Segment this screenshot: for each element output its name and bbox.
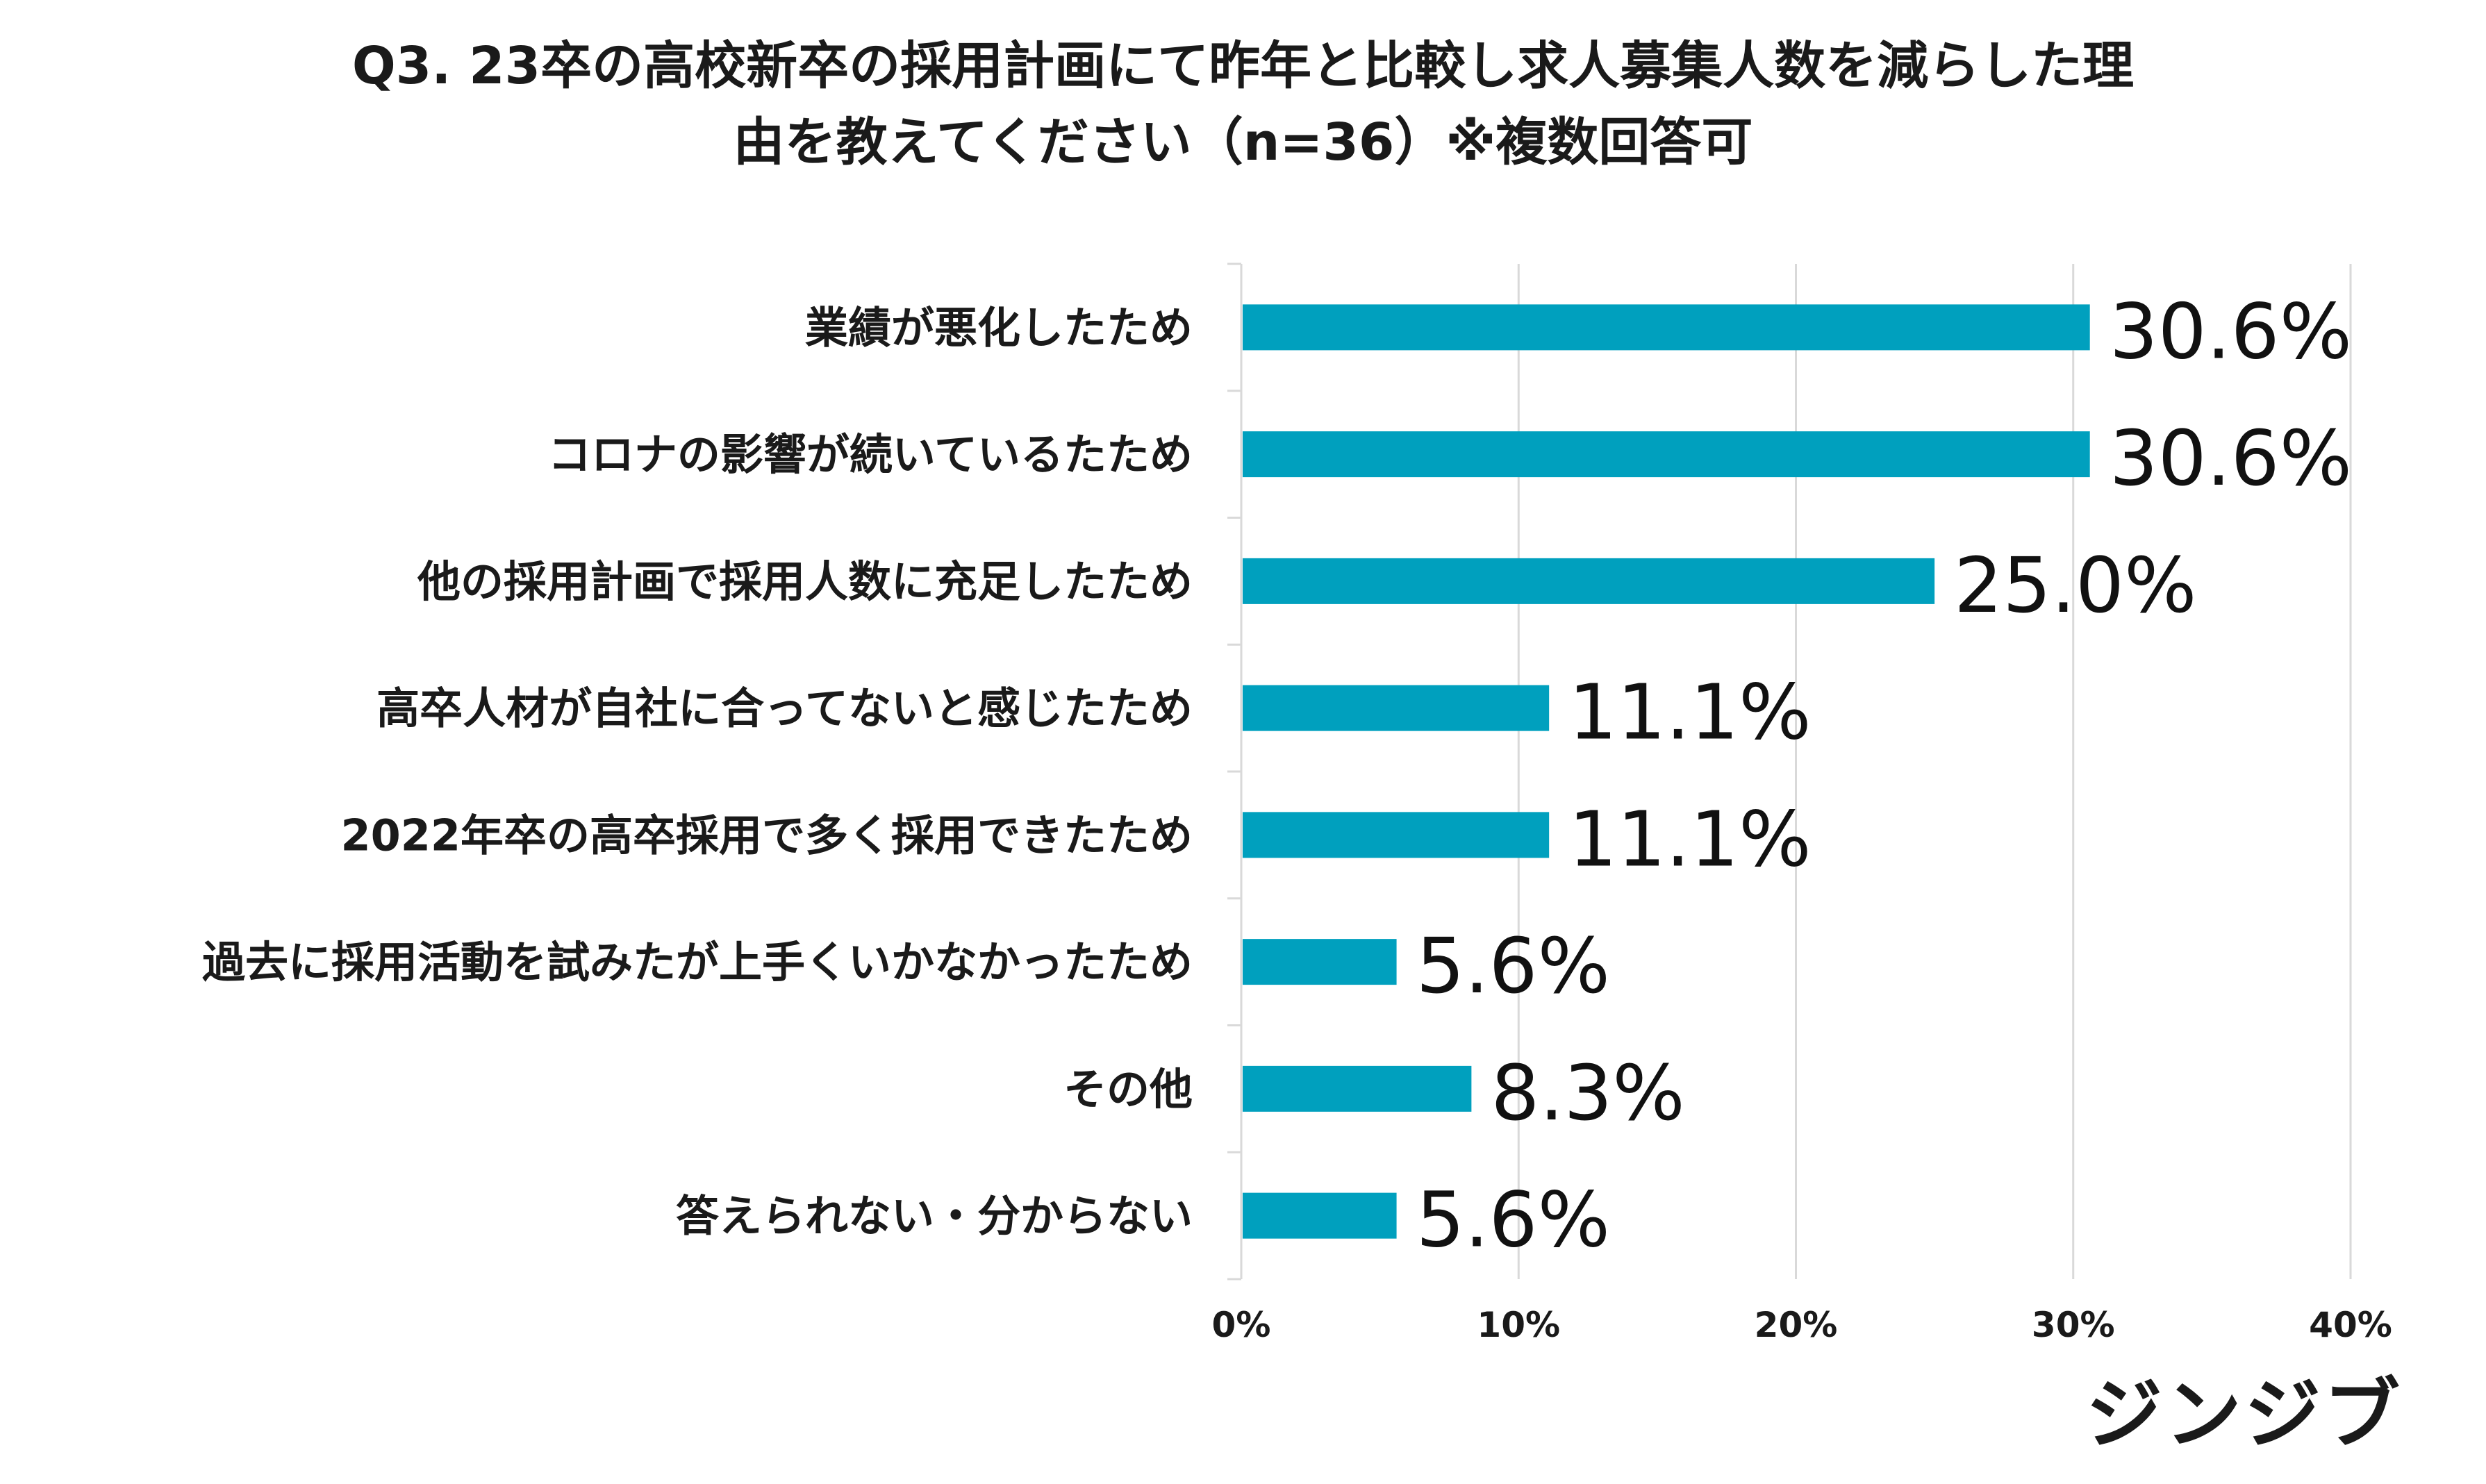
bar: [1243, 304, 2090, 351]
bar: [1243, 558, 1935, 604]
chart-title-line-2: 由を教えてください（n=36）※複数回答可: [733, 112, 1753, 172]
bar: [1243, 1192, 1397, 1239]
category-label: 過去に採用活動を試みたが上手くいかなかったため: [202, 937, 1193, 987]
x-tick-label: 10%: [1477, 1305, 1560, 1345]
value-label: 5.6%: [1416, 922, 1610, 1010]
bar: [1243, 812, 1550, 858]
category-label: 高卒人材が自社に合ってないと感じたため: [376, 683, 1193, 734]
value-label: 8.3%: [1491, 1049, 1684, 1137]
chart-title-line-1: Q3. 23卒の高校新卒の採用計画にて昨年と比較し求人募集人数を減らした理: [351, 36, 2135, 96]
x-tick-label: 20%: [1755, 1305, 1838, 1345]
chart-title: Q3. 23卒の高校新卒の採用計画にて昨年と比較し求人募集人数を減らした理 由を…: [0, 28, 2486, 181]
bar: [1243, 1065, 1472, 1112]
labels: 0% 10% 20% 30% 40% 業績が悪化したため 30.6% コロナの影響が続いている…: [202, 287, 2392, 1345]
category-label: その他: [1063, 1064, 1193, 1115]
bar: [1243, 939, 1397, 985]
value-label: 5.6%: [1416, 1176, 1610, 1265]
x-tick-label: 40%: [2309, 1305, 2392, 1345]
x-tick-label: 30%: [2032, 1305, 2115, 1345]
category-label: 答えられない・分からない: [676, 1191, 1193, 1242]
value-label: 25.0%: [1954, 541, 2196, 630]
x-tick-label: 0%: [1212, 1305, 1271, 1345]
category-label: 業績が悪化したため: [805, 302, 1193, 353]
category-label: 2022年卒の高卒採用で多く採用できたため: [340, 810, 1193, 860]
value-label: 11.1%: [1568, 794, 1811, 883]
value-label: 30.6%: [2110, 414, 2352, 503]
bar: [1243, 431, 2090, 478]
bar: [1243, 685, 1550, 731]
value-label: 11.1%: [1568, 668, 1811, 757]
bars: [1243, 304, 2090, 1239]
value-label: 30.6%: [2110, 287, 2352, 376]
category-label: コロナの影響が続いているたため: [548, 429, 1193, 480]
category-label: 他の採用計画で採用人数に充足したため: [417, 556, 1193, 607]
brand-logo: ジンジブ: [2086, 1370, 2403, 1459]
category-axis: [1227, 262, 1243, 1281]
